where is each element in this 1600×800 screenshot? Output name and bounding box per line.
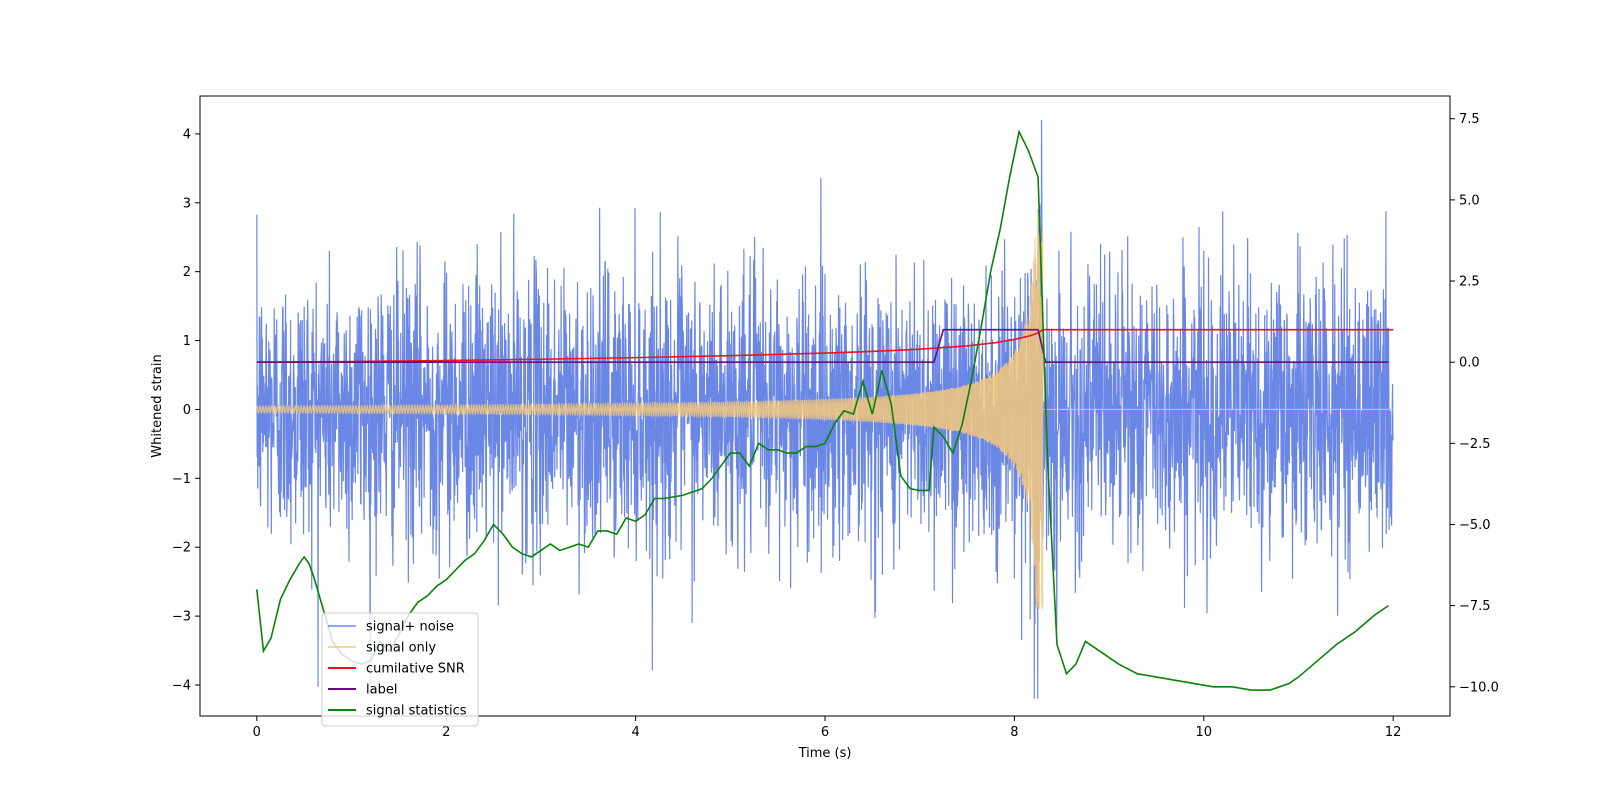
y2-tick-label: −10.0	[1459, 680, 1499, 695]
legend-label: signal statistics	[366, 704, 467, 719]
y-axis-right: −10.0 −7.5 −5.0 −2.5 0.0 2.5 5.0 7.5	[1450, 112, 1499, 695]
plot-area	[256, 120, 1394, 699]
series-signal-plus-noise	[256, 120, 1394, 699]
x-tick-label: 4	[631, 725, 639, 740]
x-tick-label: 12	[1385, 725, 1402, 740]
x-tick-label: 10	[1196, 725, 1213, 740]
x-axis-title: Time (s)	[798, 746, 852, 761]
y2-tick-label: 0.0	[1459, 356, 1480, 371]
y2-tick-label: 2.5	[1459, 275, 1480, 290]
y2-tick-label: 7.5	[1459, 112, 1480, 127]
legend-label: signal+ noise	[366, 620, 454, 635]
y2-tick-label: 5.0	[1459, 193, 1480, 208]
series-signal-only	[256, 212, 1394, 610]
y-tick-label: 1	[183, 334, 191, 349]
y-tick-label: 4	[183, 127, 191, 142]
x-tick-label: 0	[253, 725, 261, 740]
y-tick-label: 0	[183, 403, 191, 418]
y-tick-label: −2	[172, 541, 191, 556]
series-label	[256, 328, 1389, 363]
y-tick-label: 3	[183, 196, 191, 211]
legend-label: cumilative SNR	[366, 662, 465, 677]
legend-label: label	[366, 683, 397, 698]
y2-tick-label: −7.5	[1459, 599, 1491, 614]
series-layer	[256, 120, 1394, 699]
y2-tick-label: −5.0	[1459, 518, 1491, 533]
x-tick-label: 8	[1010, 725, 1018, 740]
y-tick-label: −3	[172, 610, 191, 625]
legend-box	[321, 612, 479, 727]
y-tick-label: 2	[183, 265, 191, 280]
series-cumulative-snr	[256, 328, 1394, 363]
y-tick-label: −4	[172, 679, 191, 694]
legend: signal+ noise signal only cumilative SNR la…	[321, 612, 479, 727]
y-axis-left: −4 −3 −2 −1 0 1 2 3 4	[172, 127, 200, 694]
y-tick-label: −1	[172, 472, 191, 487]
y-axis-title: Whitened strain	[150, 354, 165, 457]
y2-tick-label: −2.5	[1459, 437, 1491, 452]
x-tick-label: 6	[821, 725, 829, 740]
x-tick-label: 2	[442, 725, 450, 740]
legend-label: signal only	[366, 641, 436, 656]
